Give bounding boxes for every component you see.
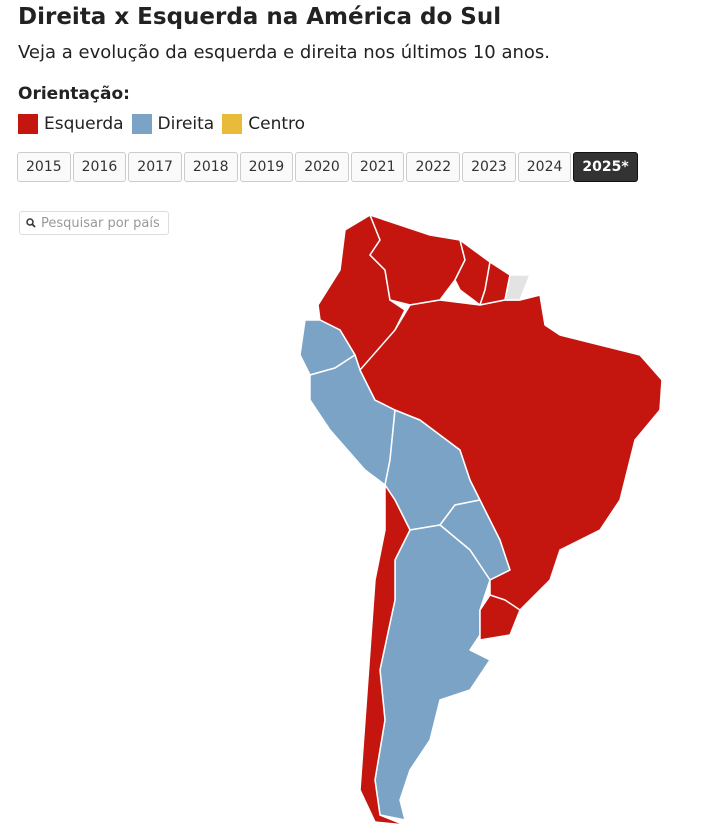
legend-swatch [18,114,38,134]
legend-label: Direita [157,114,215,134]
map [299,214,663,826]
year-button[interactable]: 2015 [17,152,71,182]
country[interactable] [359,484,411,826]
search-icon [26,218,36,228]
year-button[interactable]: 2023 [462,152,516,182]
legend-swatch [131,114,152,134]
subtitle: Veja a evolução da esquerda e direita no… [18,42,551,63]
legend-swatch [222,114,243,134]
year-button[interactable]: 2025* [573,152,638,182]
title: Direita x Esquerda na América do Sul [18,4,502,30]
year-button[interactable]: 2016 [72,152,127,182]
legend-item: Centro [222,114,305,134]
legend-title: Orientação: [18,84,130,104]
search-placeholder: Pesquisar por país [41,215,160,231]
legend-item: Direita [131,114,215,134]
country[interactable] [504,274,531,301]
year-button[interactable]: 2020 [295,152,349,182]
year-button[interactable]: 2021 [350,152,405,182]
legend-label: Esquerda [44,114,124,134]
year-button[interactable]: 2018 [183,152,238,182]
year-button[interactable]: 2024 [517,152,572,182]
year-button[interactable]: 2017 [128,152,182,182]
legend-label: Centro [248,114,306,134]
search-box[interactable]: Pesquisar por país [19,211,169,235]
legend-item: Esquerda [18,114,124,134]
year-button[interactable]: 2019 [239,152,294,182]
year-selector: 2015 2016 2017 2018 2019 2020 2021 2022 2023 2024… [17,152,638,182]
legend: Esquerda Direita Centro [18,114,305,134]
year-button[interactable]: 2022 [406,152,461,182]
